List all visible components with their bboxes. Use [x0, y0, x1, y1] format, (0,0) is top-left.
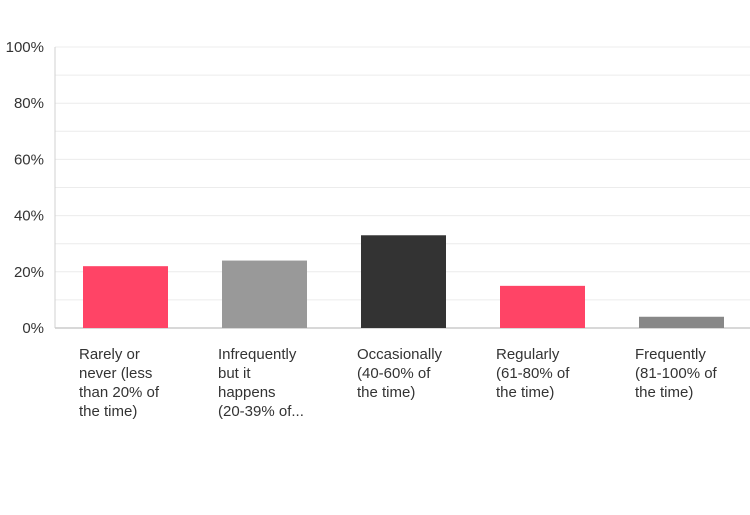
category-label-infrequently: Infrequently but it happens (20-39% of..…	[218, 346, 304, 420]
y-tick-label: 80%	[14, 95, 44, 112]
y-tick-label: 20%	[14, 264, 44, 281]
bars	[83, 235, 724, 328]
bar-2	[361, 235, 446, 328]
y-tick-label: 40%	[14, 208, 44, 225]
y-tick-label: 60%	[14, 151, 44, 168]
bar-3	[500, 285, 585, 328]
bar-0	[83, 266, 168, 328]
category-label-frequently: Frequently (81-100% of the time)	[635, 346, 717, 401]
category-label-rarely: Rarely or never (less than 20% of the ti…	[79, 346, 160, 420]
y-tick-label: 0%	[22, 320, 44, 337]
bar-1	[222, 260, 307, 328]
gridlines	[55, 46, 750, 301]
bar-4	[639, 316, 724, 328]
y-tick-label: 100%	[6, 39, 44, 56]
category-label-regularly: Regularly (61-80% of the time)	[496, 346, 570, 401]
category-label-occasionally: Occasionally (40-60% of the time)	[357, 346, 443, 401]
y-axis-ticks: 0% 20% 40% 60% 80% 100%	[6, 39, 44, 337]
